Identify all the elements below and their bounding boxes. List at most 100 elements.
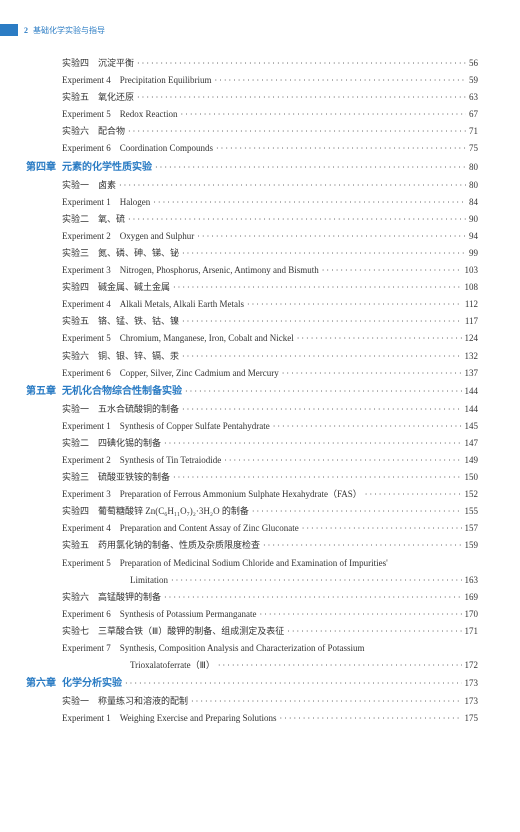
leader-dots: ········································… (164, 590, 461, 605)
toc-entry: Experiment 7 Synthesis, Composition Anal… (62, 640, 478, 657)
toc-entry: 实验三 硫酸亚铁铵的制备····························… (62, 469, 478, 486)
leader-dots: ········································… (185, 384, 462, 399)
entry-label: 实验五 药用氯化钠的制备、性质及杂质限度检查 (62, 537, 260, 554)
toc-entry: 实验四 碱金属、碱土金属····························… (62, 279, 478, 296)
chapter-title: 化学分析实验 (62, 674, 122, 693)
entry-page: 169 (465, 589, 479, 606)
toc-entry: Experiment 6 Synthesis of Potassium Perm… (62, 606, 478, 623)
toc-entry: 实验六 高锰酸钾的制备·····························… (62, 589, 478, 606)
entry-page: 159 (465, 537, 479, 554)
leader-dots: ········································… (252, 504, 462, 519)
toc-entry: Experiment 4 Preparation and Content Ass… (62, 520, 478, 537)
entry-page: 59 (469, 72, 478, 89)
toc-entry: Experiment 2 Synthesis of Tin Tetraiodid… (62, 452, 478, 469)
entry-page: 108 (465, 279, 479, 296)
entry-page: 63 (469, 89, 478, 106)
entry-page: 171 (465, 623, 479, 640)
entry-label: 实验四 碱金属、碱土金属 (62, 279, 170, 296)
toc-entry: 实验六 配合物·································… (62, 123, 478, 140)
entry-page: 117 (465, 313, 478, 330)
entry-label: Experiment 6 Copper, Silver, Zinc Cadmiu… (62, 365, 279, 382)
entry-label: Experiment 4 Precipitation Equilibrium (62, 72, 211, 89)
entry-page: 172 (465, 657, 479, 674)
book-title: 基础化学实验与指导 (33, 25, 105, 36)
entry-label: 实验二 氧、硫 (62, 211, 125, 228)
leader-dots: ········································… (218, 658, 462, 673)
toc-entry: Experiment 2 Oxygen and Sulphur·········… (62, 228, 478, 245)
toc-entry: Experiment 4 Precipitation Equilibrium··… (62, 72, 478, 89)
leader-dots: ········································… (224, 453, 461, 468)
leader-dots: ········································… (164, 436, 461, 451)
leader-dots: ········································… (128, 124, 466, 139)
leader-dots: ········································… (180, 107, 466, 122)
toc-entry: Experiment 1 Weighing Exercise and Prepa… (62, 710, 478, 727)
toc-entry: 实验五 铬、锰、铁、钴、镍···························… (62, 313, 478, 330)
leader-dots: ········································… (155, 160, 466, 175)
toc-entry: Experiment 3 Preparation of Ferrous Ammo… (62, 486, 478, 503)
entry-page: 144 (465, 401, 479, 418)
entry-page: 103 (465, 262, 479, 279)
entry-page: 173 (465, 693, 479, 710)
leader-dots: ········································… (302, 521, 462, 536)
leader-dots: ········································… (153, 195, 466, 210)
entry-label: Experiment 2 Oxygen and Sulphur (62, 228, 194, 245)
toc-entry: Experiment 1 Halogen····················… (62, 194, 478, 211)
toc-entry: Experiment 6 Coordination Compounds·····… (62, 140, 478, 157)
entry-page: 84 (469, 194, 478, 211)
leader-dots: ········································… (197, 229, 466, 244)
toc-entry: Experiment 6 Copper, Silver, Zinc Cadmiu… (62, 365, 478, 382)
header-accent-bar (0, 24, 18, 36)
entry-label: 实验六 配合物 (62, 123, 125, 140)
leader-dots: ········································… (182, 246, 466, 261)
leader-dots: ········································… (282, 366, 462, 381)
entry-label: 实验五 氧化还原 (62, 89, 134, 106)
page-number: 2 (24, 26, 28, 35)
leader-dots: ········································… (263, 538, 461, 553)
leader-dots: ········································… (173, 470, 461, 485)
entry-page: 132 (465, 348, 479, 365)
leader-dots: ········································… (214, 73, 466, 88)
entry-label: 实验一 称量练习和溶液的配制 (62, 693, 188, 710)
leader-dots: ········································… (191, 694, 461, 709)
entry-page: 80 (469, 177, 478, 194)
entry-label: 实验一 五水合硫酸铜的制备 (62, 401, 179, 418)
entry-label: Experiment 1 Halogen (62, 194, 150, 211)
entry-label: Experiment 4 Preparation and Content Ass… (62, 520, 299, 537)
entry-page: 56 (469, 55, 478, 72)
page-header: 2 基础化学实验与指导 (0, 24, 105, 36)
leader-dots: ········································… (171, 573, 462, 588)
entry-label: 实验二 四碘化锡的制备 (62, 435, 161, 452)
toc-entry: 实验一 五水合硫酸铜的制备···························… (62, 401, 478, 418)
chapter-label: 第六章 (26, 674, 62, 693)
leader-dots: ········································… (365, 487, 462, 502)
entry-label: Limitation (130, 572, 168, 589)
leader-dots: ········································… (322, 263, 462, 278)
leader-dots: ········································… (287, 624, 461, 639)
toc-entry: 实验二 四碘化锡的制备·····························… (62, 435, 478, 452)
entry-page: 67 (469, 106, 478, 123)
chapter-title: 元素的化学性质实验 (62, 158, 152, 177)
leader-dots: ········································… (182, 402, 461, 417)
entry-label: 实验三 氮、磷、砷、锑、铋 (62, 245, 179, 262)
entry-page: 170 (465, 606, 479, 623)
leader-dots: ········································… (273, 419, 462, 434)
toc-entry: 实验七 三草酸合铁（Ⅲ）酸钾的制备、组成测定及表征···············… (62, 623, 478, 640)
leader-dots: ········································… (297, 331, 462, 346)
entry-page: 94 (469, 228, 478, 245)
toc-entry: Experiment 4 Alkali Metals, Alkali Earth… (62, 296, 478, 313)
entry-label: Experiment 2 Synthesis of Tin Tetraiodid… (62, 452, 221, 469)
toc-chapter: 第四章元素的化学性质实验····························… (62, 158, 478, 177)
entry-label: 实验六 高锰酸钾的制备 (62, 589, 161, 606)
toc-entry: Experiment 3 Nitrogen, Phosphorus, Arsen… (62, 262, 478, 279)
toc-entry: 实验一 卤素··································… (62, 177, 478, 194)
entry-label: Experiment 1 Synthesis of Copper Sulfate… (62, 418, 270, 435)
entry-label: 实验六 铜、银、锌、镉、汞 (62, 348, 179, 365)
entry-label: Experiment 3 Preparation of Ferrous Ammo… (62, 486, 362, 503)
entry-page: 149 (465, 452, 479, 469)
chapter-label: 第四章 (26, 158, 62, 177)
toc-entry: 实验一 称量练习和溶液的配制··························… (62, 693, 478, 710)
entry-label: 实验五 铬、锰、铁、钴、镍 (62, 313, 179, 330)
toc-entry: Experiment 5 Redox Reaction·············… (62, 106, 478, 123)
toc-entry: 实验三 氮、磷、砷、锑、铋···························… (62, 245, 478, 262)
leader-dots: ········································… (279, 711, 461, 726)
